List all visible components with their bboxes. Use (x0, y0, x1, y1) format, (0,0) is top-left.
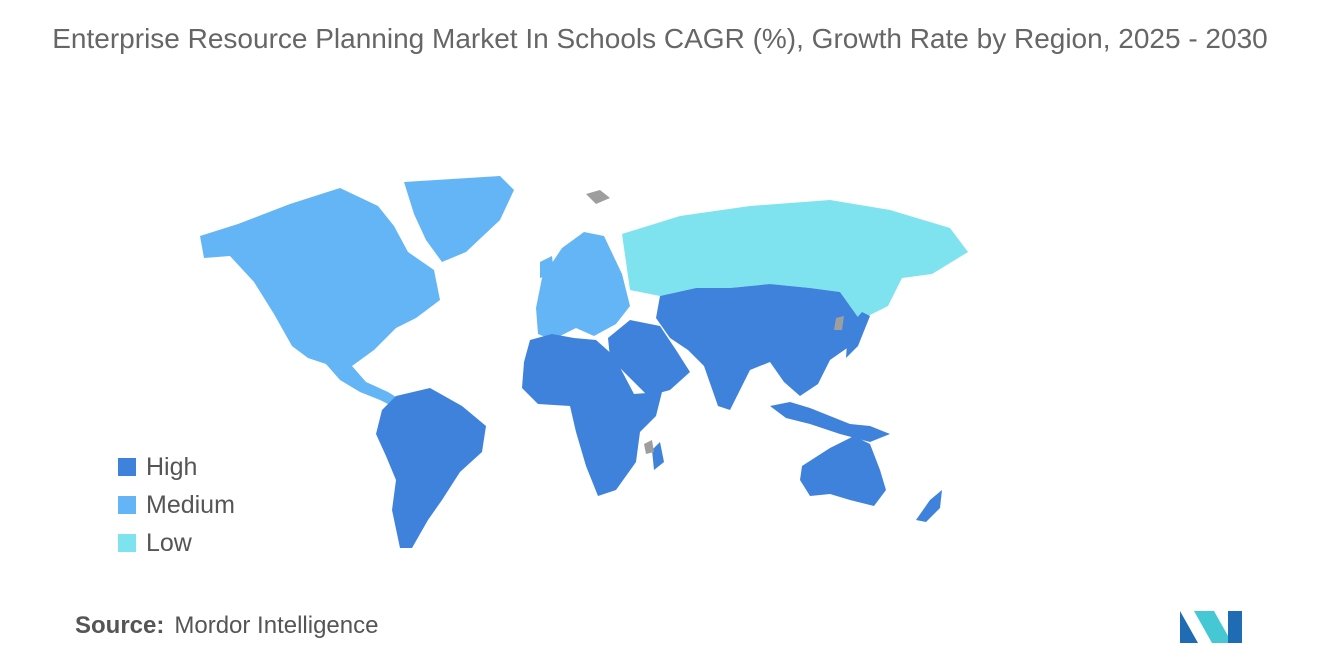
mordor-intelligence-logo-icon (1180, 611, 1242, 643)
region-north-america (200, 188, 440, 376)
source-note: Source: Mordor Intelligence (75, 612, 378, 640)
region-southeast-asia (770, 402, 890, 442)
legend-label-medium: Medium (146, 490, 235, 519)
region-africa (522, 334, 664, 496)
region-new-zealand (916, 490, 942, 522)
region-south-america (376, 388, 486, 548)
logo-left-mark (1180, 611, 1198, 643)
source-label: Source: (75, 612, 165, 639)
legend-item-high: High (118, 448, 338, 486)
legend-item-medium: Medium (118, 486, 338, 524)
legend-item-low: Low (118, 524, 338, 562)
chart-title: Enterprise Resource Planning Market In S… (52, 23, 1268, 54)
legend-label-high: High (146, 452, 198, 481)
legend: High Medium Low (118, 448, 338, 562)
world-map (200, 176, 968, 548)
legend-swatch-low (118, 534, 136, 552)
logo-middle-mark (1194, 611, 1232, 643)
logo-right-mark (1228, 611, 1242, 643)
region-no-data (586, 190, 844, 454)
legend-swatch-high (118, 458, 136, 476)
legend-swatch-medium (118, 496, 136, 514)
region-europe (536, 232, 630, 340)
legend-label-low: Low (146, 528, 192, 557)
region-asia (656, 284, 870, 410)
region-australia (800, 436, 886, 506)
region-middle-east (608, 320, 690, 396)
region-greenland (404, 176, 514, 262)
region-central-america (326, 364, 404, 408)
region-russia (622, 200, 968, 320)
source-value: Mordor Intelligence (174, 612, 379, 639)
